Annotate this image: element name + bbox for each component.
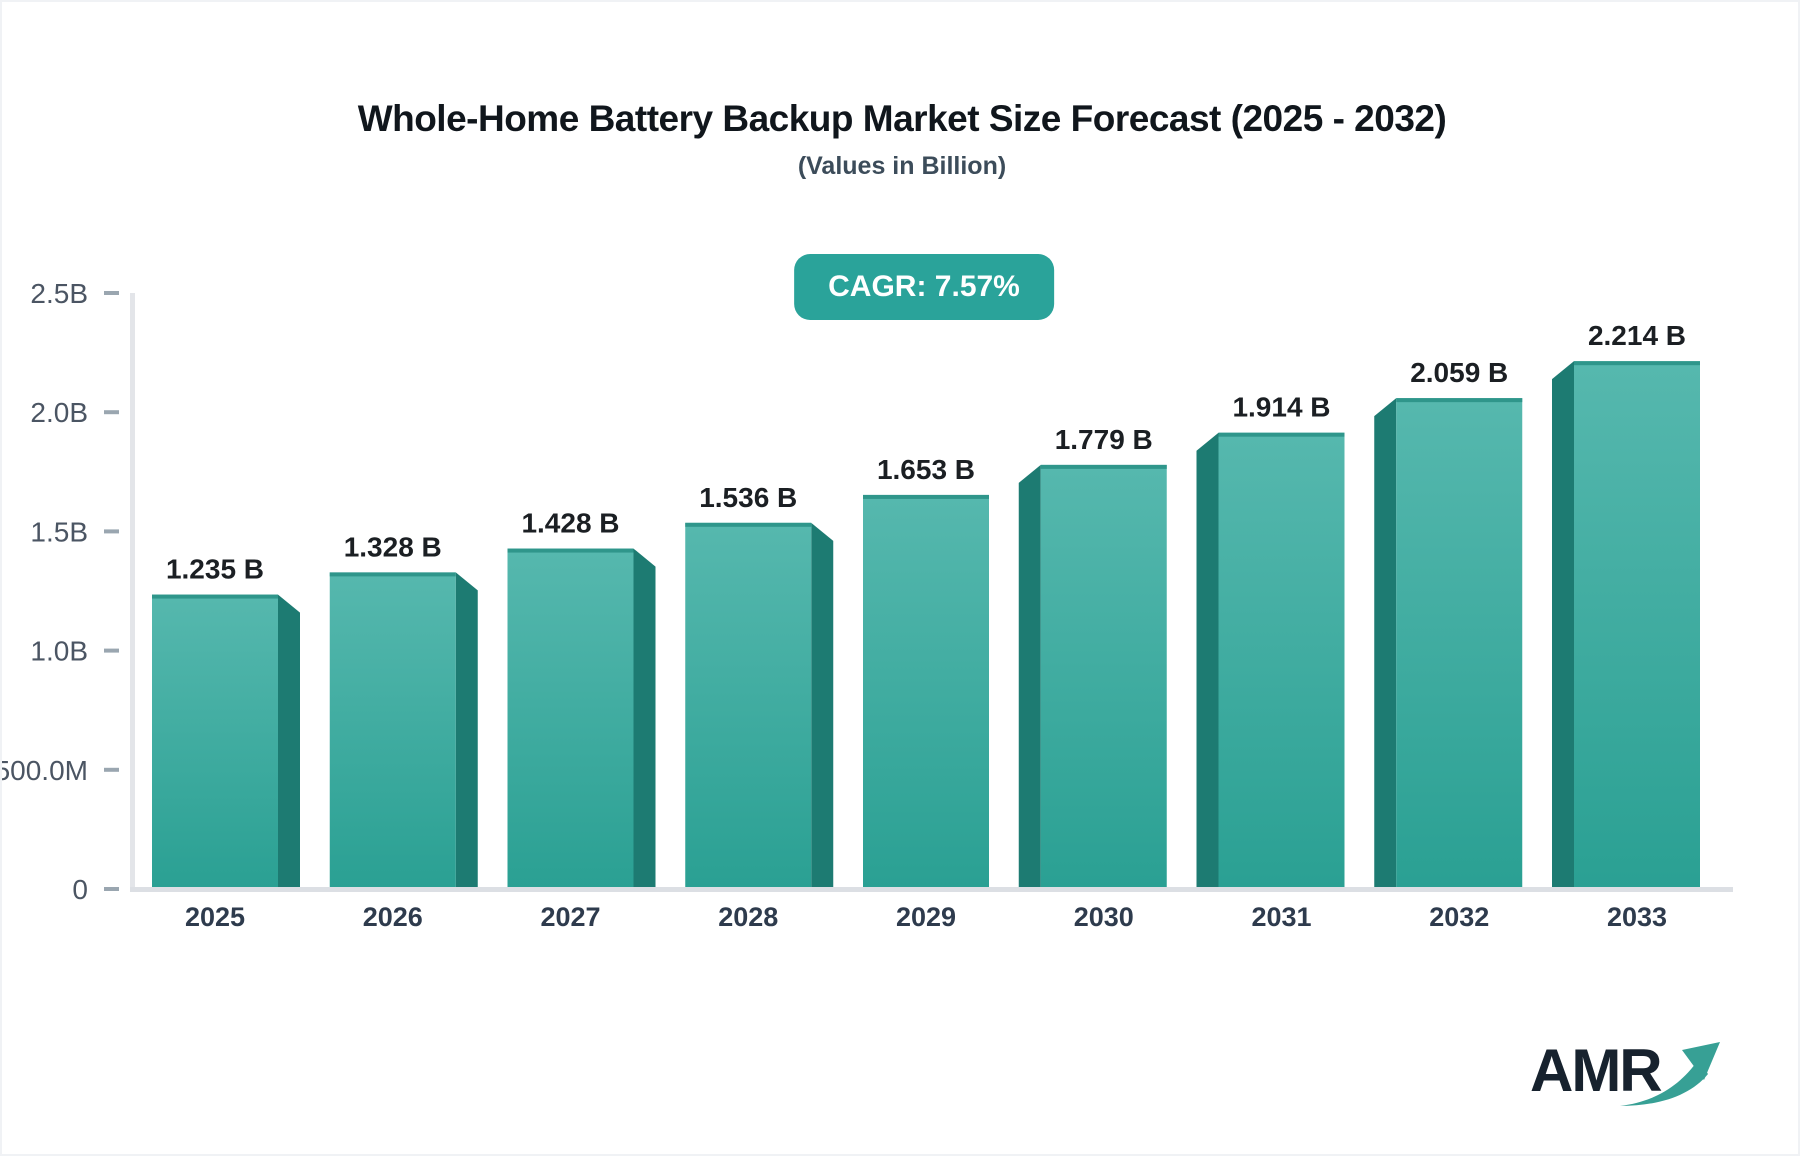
x-axis-label: 2030 (1074, 902, 1134, 932)
bar-top-edge (1396, 398, 1523, 403)
bar-side-face (455, 572, 478, 889)
y-tick-label: 1.5B (30, 516, 88, 547)
x-axis-label: 2029 (896, 902, 956, 932)
bar-2027: 1.428 B 2027 (507, 508, 656, 932)
bar-value-label: 1.536 B (699, 482, 797, 513)
bar-side-face (1018, 464, 1041, 889)
y-tick-label: 2.5B (30, 278, 88, 309)
y-tick-label: 500.0M (2, 755, 88, 786)
bar-front-face (1396, 398, 1523, 889)
amr-logo: AMR (1530, 1032, 1730, 1122)
bar-front-face (152, 594, 278, 889)
bar-value-label: 1.328 B (344, 531, 442, 562)
bar-side-face (811, 522, 834, 889)
bar-top-edge (1574, 361, 1700, 366)
x-axis-label: 2031 (1251, 902, 1311, 932)
bar-top-edge (863, 494, 989, 499)
y-tick-mark (104, 887, 119, 891)
y-tick-label: 1.0B (30, 636, 88, 667)
bar-value-label: 1.428 B (521, 508, 619, 539)
bar-top-edge (1218, 432, 1345, 437)
page-subtitle: (Values in Billion) (797, 152, 1007, 180)
bar-2031: 1.914 B 2031 (1196, 392, 1345, 932)
y-axis-line (130, 293, 135, 892)
bar-2033: 2.214 B 2033 (1552, 320, 1700, 932)
bar-top-edge (507, 548, 634, 553)
bar-front-face (1040, 464, 1167, 889)
bar-2028: 1.536 B 2028 (685, 482, 834, 932)
x-axis-label: 2026 (363, 902, 423, 932)
bar-side-face (1196, 432, 1219, 889)
y-tick-mark (104, 291, 119, 295)
x-axis-label: 2033 (1607, 902, 1667, 932)
bar-2032: 2.059 B 2032 (1374, 357, 1523, 932)
bar-front-face (507, 548, 634, 889)
bar-top-edge (152, 594, 278, 599)
bar-2029: 1.653 B 2029 (863, 454, 989, 932)
page-title: Whole-Home Battery Backup Market Size Fo… (357, 98, 1447, 139)
bar-top-edge (1040, 464, 1167, 469)
x-axis-line (130, 887, 1733, 892)
bar-top-edge (329, 572, 456, 577)
y-tick-mark (104, 410, 119, 415)
amr-logo-text: AMR (1530, 1037, 1663, 1104)
bar-value-label: 1.914 B (1232, 392, 1330, 423)
bar-side-face (278, 594, 300, 889)
y-tick-mark (104, 767, 119, 772)
growth-arrow-icon (1620, 1042, 1720, 1106)
y-tick-mark (104, 529, 119, 534)
bar-side-face (1552, 361, 1574, 890)
bar-2026: 1.328 B 2026 (329, 531, 478, 932)
bar-value-label: 2.059 B (1410, 357, 1508, 388)
bar-2030: 1.779 B 2030 (1018, 424, 1167, 932)
x-axis-label: 2025 (185, 902, 245, 932)
bar-top-edge (685, 522, 812, 527)
x-axis-label: 2032 (1429, 902, 1489, 932)
bar-front-face (329, 572, 456, 889)
x-axis-label: 2027 (540, 902, 600, 932)
bar-2025: 1.235 B 2025 (152, 554, 300, 932)
cagr-badge: CAGR: 7.57% (794, 254, 1054, 320)
bar-value-label: 2.214 B (1588, 320, 1686, 351)
bar-value-label: 1.653 B (877, 454, 975, 485)
bar-front-face (685, 522, 812, 889)
y-tick-mark (104, 648, 119, 653)
bar-front-face (1218, 432, 1345, 889)
bar-side-face (1374, 398, 1397, 889)
bar-front-face (863, 494, 989, 889)
bar-side-face (633, 548, 656, 889)
bar-value-label: 1.779 B (1055, 424, 1153, 455)
y-tick-label: 2.0B (30, 397, 88, 428)
y-tick-label: 0 (72, 874, 88, 905)
bar-front-face (1574, 361, 1700, 890)
x-axis-label: 2028 (718, 902, 778, 932)
bar-value-label: 1.235 B (166, 554, 264, 585)
